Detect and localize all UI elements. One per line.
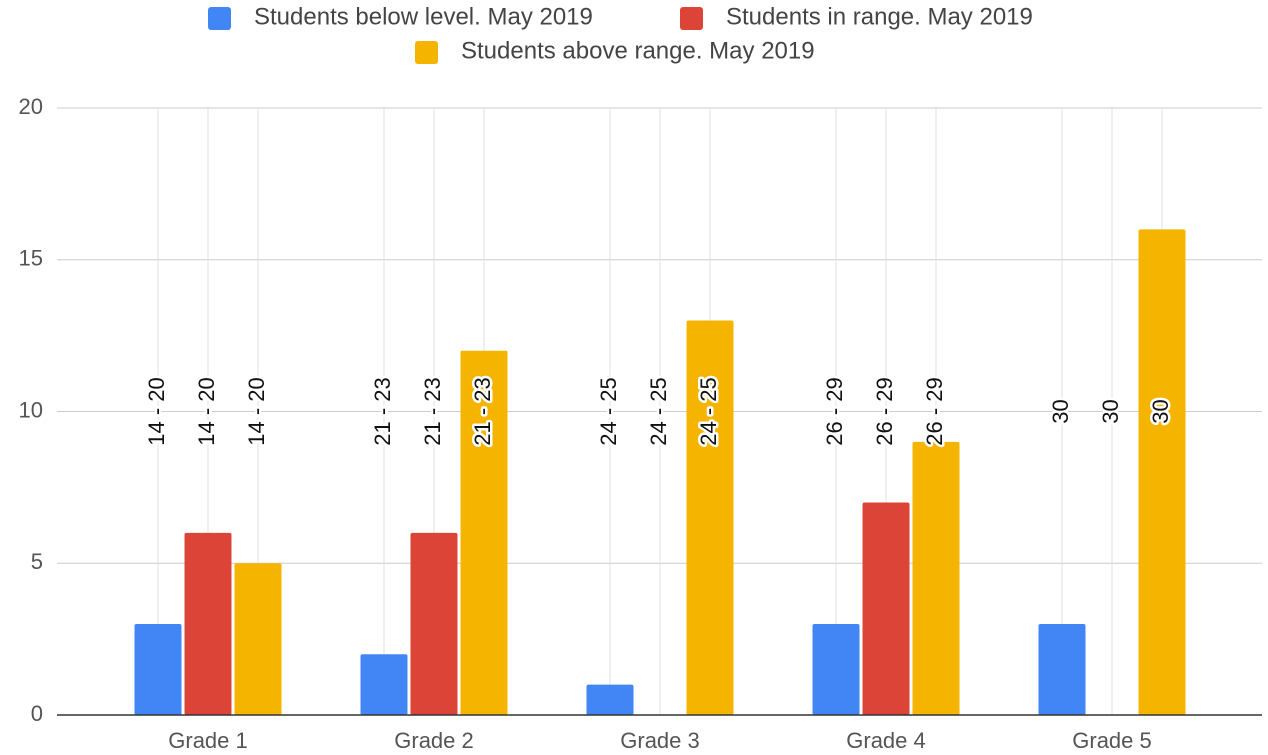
- bar-annotation: 14 - 20: [144, 377, 169, 446]
- x-tick-label: Grade 2: [394, 728, 474, 753]
- bar-annotation: 26 - 29: [922, 377, 947, 446]
- y-tick-label: 0: [31, 701, 43, 726]
- bar-annotation: 26 - 29: [872, 377, 897, 446]
- bar-annotation: 30: [1048, 399, 1073, 423]
- bar-annotation: 30: [1148, 399, 1173, 423]
- legend-swatch: [208, 7, 231, 30]
- bar-annotation: 30: [1098, 399, 1123, 423]
- bar: [360, 654, 408, 715]
- bar: [912, 441, 960, 715]
- bar: [410, 532, 458, 715]
- bar-annotation: 26 - 29: [822, 377, 847, 446]
- legend-label: Students below level. May 2019: [254, 3, 593, 30]
- x-tick-label: Grade 3: [620, 728, 700, 753]
- y-tick-label: 10: [19, 397, 43, 422]
- y-tick-label: 15: [19, 246, 43, 271]
- bar: [812, 623, 860, 715]
- bar-annotation: 21 - 23: [470, 377, 495, 446]
- bar-annotation: 21 - 23: [420, 377, 445, 446]
- y-tick-label: 20: [19, 94, 43, 119]
- x-tick-label: Grade 4: [846, 728, 926, 753]
- legend-swatch: [680, 7, 703, 30]
- bar: [1138, 229, 1186, 715]
- bar-annotation: 24 - 25: [646, 377, 671, 446]
- bar: [134, 623, 182, 715]
- bar-annotation: 24 - 25: [596, 377, 621, 446]
- bar: [1038, 623, 1086, 715]
- x-tick-label: Grade 1: [168, 728, 248, 753]
- bar: [686, 320, 734, 715]
- bar-annotation: 24 - 25: [696, 377, 721, 446]
- legend-label: Students above range. May 2019: [461, 37, 815, 64]
- x-tick-label: Grade 5: [1072, 728, 1152, 753]
- bar: [586, 684, 634, 715]
- legend-label: Students in range. May 2019: [726, 3, 1033, 30]
- bar: [234, 563, 282, 715]
- bar-annotation: 21 - 23: [370, 377, 395, 446]
- bar: [460, 350, 508, 715]
- bar: [184, 532, 232, 715]
- bar-annotation: 14 - 20: [244, 377, 269, 446]
- y-tick-label: 5: [31, 549, 43, 574]
- bar-annotation: 14 - 20: [194, 377, 219, 446]
- legend-swatch: [415, 41, 438, 64]
- bar: [862, 502, 910, 715]
